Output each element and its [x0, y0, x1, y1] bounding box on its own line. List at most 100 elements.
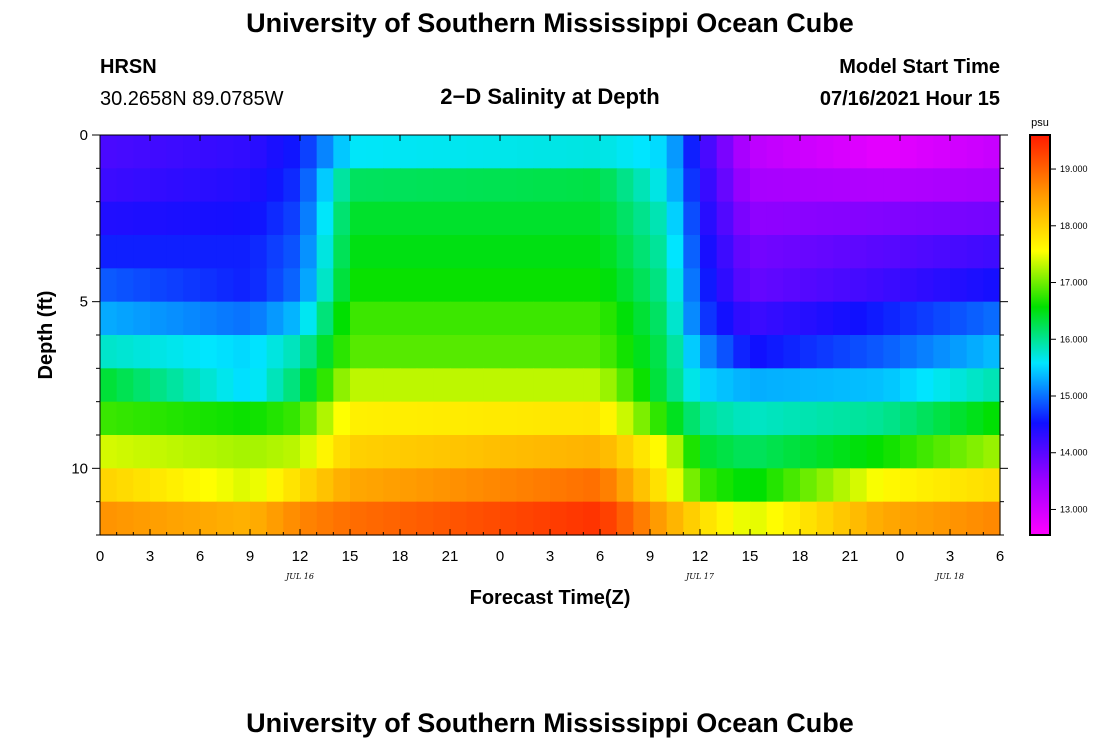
- heatmap-cell: [316, 135, 334, 169]
- heatmap-cell: [200, 201, 218, 236]
- heatmap-cell: [683, 268, 701, 303]
- heatmap-cell: [183, 468, 201, 503]
- heatmap-cell: [683, 368, 701, 403]
- heatmap-cell: [250, 201, 268, 236]
- heatmap-cell: [483, 135, 501, 169]
- heatmap-cell: [966, 401, 984, 436]
- heatmap-cell: [466, 135, 484, 169]
- heatmap-cell: [716, 235, 734, 269]
- heatmap-cell: [416, 468, 434, 503]
- heatmap-cell: [783, 268, 801, 303]
- heatmap-cell: [833, 235, 851, 269]
- heatmap-cell: [466, 435, 484, 469]
- heatmap-cell: [366, 468, 384, 503]
- heatmap-cell: [850, 168, 868, 203]
- heatmap-cell: [766, 301, 784, 336]
- heatmap-cell: [616, 301, 634, 336]
- heatmap-cell: [433, 401, 451, 436]
- heatmap-cell: [700, 335, 718, 369]
- heatmap-cell: [116, 235, 134, 269]
- heatmap-cell: [333, 201, 351, 236]
- heatmap-cell: [900, 435, 918, 469]
- heatmap-cell: [500, 135, 518, 169]
- x-date-label: JUL 18: [934, 572, 964, 581]
- heatmap-cell: [883, 335, 901, 369]
- heatmap-cell: [483, 335, 501, 369]
- heatmap-cell: [716, 201, 734, 236]
- heatmap-cell: [583, 301, 601, 336]
- heatmap-cell: [950, 501, 968, 536]
- x-tick-label: 3: [146, 548, 154, 565]
- heatmap-cell: [383, 301, 401, 336]
- heatmap-cell: [583, 335, 601, 369]
- heatmap-cell: [566, 301, 584, 336]
- heatmap-cell: [483, 168, 501, 203]
- heatmap-cell: [133, 435, 151, 469]
- heatmap-cell: [516, 435, 534, 469]
- heatmap-cell: [983, 268, 1001, 303]
- heatmap-cell: [566, 201, 584, 236]
- heatmap-cell: [200, 368, 218, 403]
- heatmap-cell: [566, 435, 584, 469]
- heatmap-cell: [933, 135, 951, 169]
- y-tick-label: 10: [71, 460, 88, 477]
- heatmap-cell: [466, 301, 484, 336]
- model-start-value: 07/16/2021 Hour 15: [819, 88, 1000, 110]
- x-tick-label: 3: [546, 548, 554, 565]
- heatmap-cell: [183, 368, 201, 403]
- x-tick-label: 0: [496, 548, 504, 565]
- heatmap-cell: [166, 468, 184, 503]
- heatmap-cell: [350, 335, 368, 369]
- heatmap-cell: [750, 501, 768, 536]
- heatmap-cell: [700, 235, 718, 269]
- x-tick-label: 18: [792, 548, 809, 565]
- heatmap-cell: [383, 335, 401, 369]
- heatmap-cell: [100, 468, 118, 503]
- heatmap-cell: [166, 435, 184, 469]
- heatmap-cell: [633, 501, 651, 536]
- heatmap-cell: [866, 368, 884, 403]
- heatmap-cell: [933, 435, 951, 469]
- heatmap-cell: [733, 335, 751, 369]
- heatmap-cell: [950, 401, 968, 436]
- heatmap-cell: [850, 435, 868, 469]
- heatmap-cell: [583, 168, 601, 203]
- heatmap-cell: [716, 401, 734, 436]
- heatmap-cell: [450, 301, 468, 336]
- colorbar-tick-label: 19.000: [1060, 164, 1088, 174]
- heatmap-cell: [933, 401, 951, 436]
- heatmap-cell: [700, 401, 718, 436]
- heatmap-cell: [466, 201, 484, 236]
- heatmap-cell: [416, 368, 434, 403]
- heatmap-cell: [983, 501, 1001, 536]
- heatmap-cell: [216, 401, 234, 436]
- heatmap-cell: [616, 268, 634, 303]
- heatmap-cell: [516, 168, 534, 203]
- heatmap-cell: [250, 368, 268, 403]
- heatmap-cell: [116, 435, 134, 469]
- heatmap-cell: [516, 501, 534, 536]
- heatmap-cell: [366, 268, 384, 303]
- heatmap-cell: [400, 301, 418, 336]
- heatmap-cell: [733, 435, 751, 469]
- heatmap-cell: [450, 201, 468, 236]
- heatmap-cell: [650, 201, 668, 236]
- heatmap-cell: [333, 335, 351, 369]
- heatmap-cell: [233, 368, 251, 403]
- heatmap-cell: [933, 168, 951, 203]
- heatmap-cell: [266, 468, 284, 503]
- heatmap-cell: [183, 501, 201, 536]
- heatmap-cell: [500, 168, 518, 203]
- heatmap-cell: [266, 268, 284, 303]
- x-tick-label: 15: [342, 548, 359, 565]
- heatmap-cell: [733, 268, 751, 303]
- heatmap-cell: [100, 201, 118, 236]
- heatmap-cell: [633, 401, 651, 436]
- heatmap-cell: [450, 401, 468, 436]
- heatmap-cell: [100, 435, 118, 469]
- heatmap-cell: [366, 335, 384, 369]
- heatmap-cell: [900, 501, 918, 536]
- heatmap-cell: [400, 168, 418, 203]
- heatmap-cell: [300, 468, 318, 503]
- heatmap-cell: [500, 501, 518, 536]
